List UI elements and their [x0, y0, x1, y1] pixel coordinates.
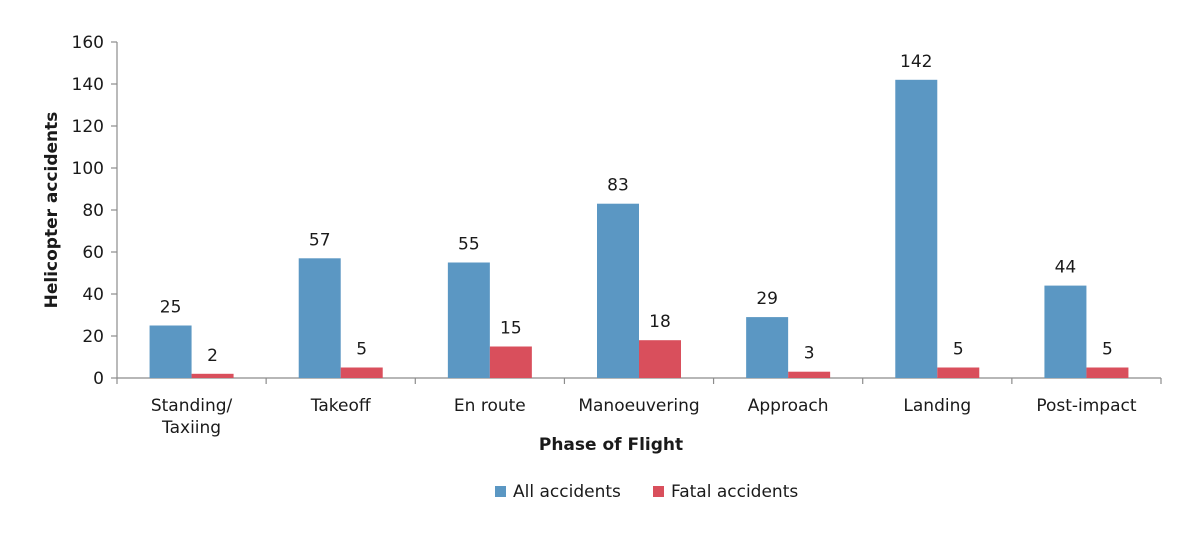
bar-all-accidents	[447, 262, 490, 378]
x-tick-label-line: Takeoff	[310, 396, 372, 416]
y-tick-label: 60	[82, 243, 104, 263]
x-tick-label: En route	[454, 396, 526, 416]
data-label: 18	[649, 312, 671, 332]
y-axis: 0 20 40 60 80 100 120 140 160	[72, 33, 118, 389]
y-tick-label: 160	[72, 33, 104, 53]
y-tick-label: 100	[72, 159, 104, 179]
data-label: 57	[309, 230, 331, 250]
bar-all-accidents	[1044, 285, 1087, 378]
y-tick-label: 20	[82, 327, 104, 347]
data-label: 3	[804, 344, 815, 364]
x-tick-label-line: Landing	[903, 396, 971, 416]
bar-fatal-accidents	[937, 367, 980, 378]
data-label: 142	[900, 52, 932, 72]
bar-fatal-accidents	[788, 371, 831, 378]
x-tick-label-line: Standing/	[151, 396, 233, 416]
y-axis-title: Helicopter accidents	[42, 112, 62, 309]
bar-fatal-accidents	[639, 340, 681, 378]
x-tick-label-line: Approach	[748, 396, 829, 416]
x-axis: Standing/Taxiing Takeoff En route Manoeuver…	[116, 377, 1162, 438]
bar-fatal-accidents	[191, 373, 234, 378]
bars	[149, 79, 1129, 379]
data-label: 5	[1102, 340, 1113, 360]
bar-all-accidents	[597, 203, 639, 378]
x-axis-title: Phase of Flight	[539, 435, 683, 455]
data-label: 5	[953, 340, 964, 360]
data-label: 44	[1055, 258, 1077, 278]
bar-all-accidents	[746, 317, 789, 378]
x-tick-label: Post-impact	[1036, 396, 1137, 416]
data-label: 2	[207, 346, 218, 366]
legend-swatch	[653, 486, 664, 497]
bar-fatal-accidents	[1086, 367, 1129, 378]
y-tick-label: 140	[72, 75, 104, 95]
bar-fatal-accidents	[489, 346, 532, 378]
legend-swatch	[495, 486, 506, 497]
y-tick-label: 80	[82, 201, 104, 221]
data-label: 55	[458, 235, 480, 255]
bar-all-accidents	[895, 79, 938, 379]
x-tick-label: Approach	[748, 396, 829, 416]
x-tick-label-line: En route	[454, 396, 526, 416]
x-tick-label-line: Post-impact	[1036, 396, 1137, 416]
x-tick-label: Manoeuvering	[578, 396, 699, 416]
data-label: 25	[160, 298, 182, 318]
y-tick-label: 0	[93, 369, 104, 389]
y-tick-label: 120	[72, 117, 104, 137]
bar-all-accidents	[149, 325, 192, 378]
bar-fatal-accidents	[340, 367, 383, 378]
data-label: 29	[756, 289, 778, 309]
x-tick-label: Takeoff	[310, 396, 372, 416]
x-tick-label-line: Taxiing	[161, 418, 221, 438]
legend-label: Fatal accidents	[671, 482, 798, 502]
x-tick-label-line: Manoeuvering	[578, 396, 699, 416]
legend: All accidents Fatal accidents	[495, 482, 798, 502]
data-label: 83	[607, 176, 629, 196]
x-tick-label: Landing	[903, 396, 971, 416]
data-label: 5	[356, 340, 367, 360]
bar-all-accidents	[298, 258, 341, 378]
x-tick-label: Standing/Taxiing	[151, 396, 233, 438]
data-label: 15	[500, 319, 522, 339]
legend-label: All accidents	[513, 482, 621, 502]
y-tick-label: 40	[82, 285, 104, 305]
